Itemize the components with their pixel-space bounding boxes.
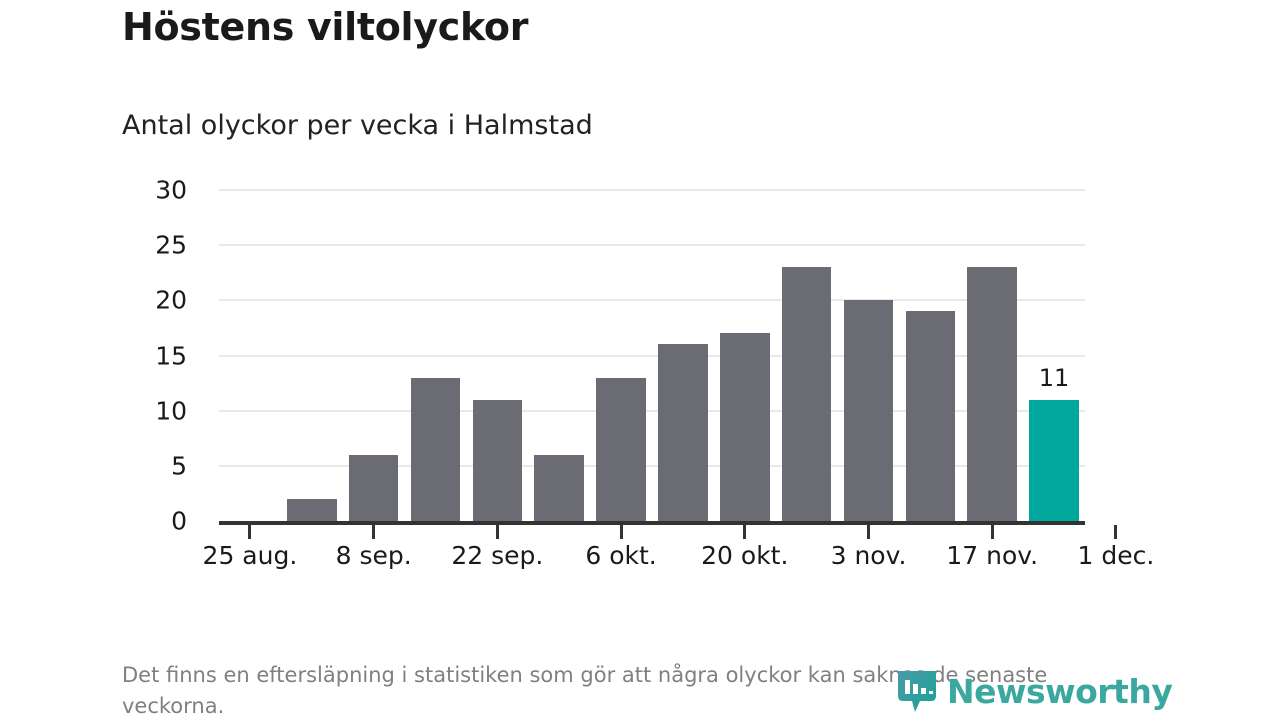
x-axis-tick-label: 25 aug. xyxy=(202,541,298,570)
bar-series xyxy=(287,267,1079,521)
bar[interactable] xyxy=(843,300,894,521)
y-axis-tick-label: 10 xyxy=(155,396,187,426)
y-axis-tick-label: 30 xyxy=(155,175,187,205)
gridline xyxy=(219,299,1085,302)
gridline xyxy=(219,244,1085,247)
x-axis-tick xyxy=(990,525,994,539)
x-axis-tick xyxy=(248,525,252,539)
x-axis-tick xyxy=(1114,525,1118,539)
bar[interactable] xyxy=(287,498,337,521)
gridline xyxy=(219,409,1085,412)
chart-subtitle: Antal olyckor per vecka i Halmstad xyxy=(122,110,593,141)
gridline xyxy=(219,354,1085,357)
bar[interactable] xyxy=(781,267,832,521)
chart-caption: Det finns en eftersläpning i statistiken… xyxy=(122,663,1048,718)
bar[interactable] xyxy=(410,377,461,521)
bar[interactable] xyxy=(596,377,646,521)
bar[interactable] xyxy=(967,267,1017,521)
page-title: Höstens viltolyckor xyxy=(122,5,529,49)
x-axis-tick-label: 17 nov. xyxy=(946,541,1039,570)
bar[interactable] xyxy=(658,344,708,521)
x-axis-tick-label: 20 okt. xyxy=(701,541,789,570)
x-axis-tick xyxy=(619,525,623,539)
x-axis-tick xyxy=(495,525,499,539)
gridline xyxy=(219,189,1085,191)
bar[interactable] xyxy=(720,333,770,521)
gridline xyxy=(219,464,1085,467)
newsworthy-logo: Newsworthy xyxy=(896,668,1173,714)
x-axis-line xyxy=(219,521,1085,525)
bar[interactable] xyxy=(472,399,523,521)
bar[interactable] xyxy=(348,454,399,521)
y-axis-tick-label: 15 xyxy=(155,341,187,370)
bar[interactable] xyxy=(905,311,956,521)
bar[interactable] xyxy=(534,454,584,521)
y-axis-tick-label: 20 xyxy=(155,285,187,315)
bar-chart: 0 5 10 15 20 25 30 25 aug. 8 sep. 22 sep. 6 okt. 2… xyxy=(155,175,1155,571)
bar[interactable] xyxy=(1029,399,1079,521)
y-axis-tick-label: 25 xyxy=(155,230,187,260)
x-axis-tick-label: 3 nov. xyxy=(830,541,907,570)
x-axis-tick-label: 1 dec. xyxy=(1077,541,1155,570)
x-axis-tick-label: 6 okt. xyxy=(585,541,657,570)
newsworthy-shield-barchart-icon xyxy=(896,668,938,714)
y-axis-tick-label: 5 xyxy=(171,451,187,481)
logo-wordmark: Newsworthy xyxy=(947,671,1173,711)
x-axis-tick xyxy=(372,525,376,539)
x-axis-tick-label: 8 sep. xyxy=(335,541,412,570)
y-axis-tick-label: 0 xyxy=(171,506,187,536)
x-axis-tick xyxy=(743,525,747,539)
x-axis-tick-label: 22 sep. xyxy=(451,541,544,570)
x-axis-tick xyxy=(867,525,870,539)
bar-value-label: 11 xyxy=(1038,363,1070,392)
